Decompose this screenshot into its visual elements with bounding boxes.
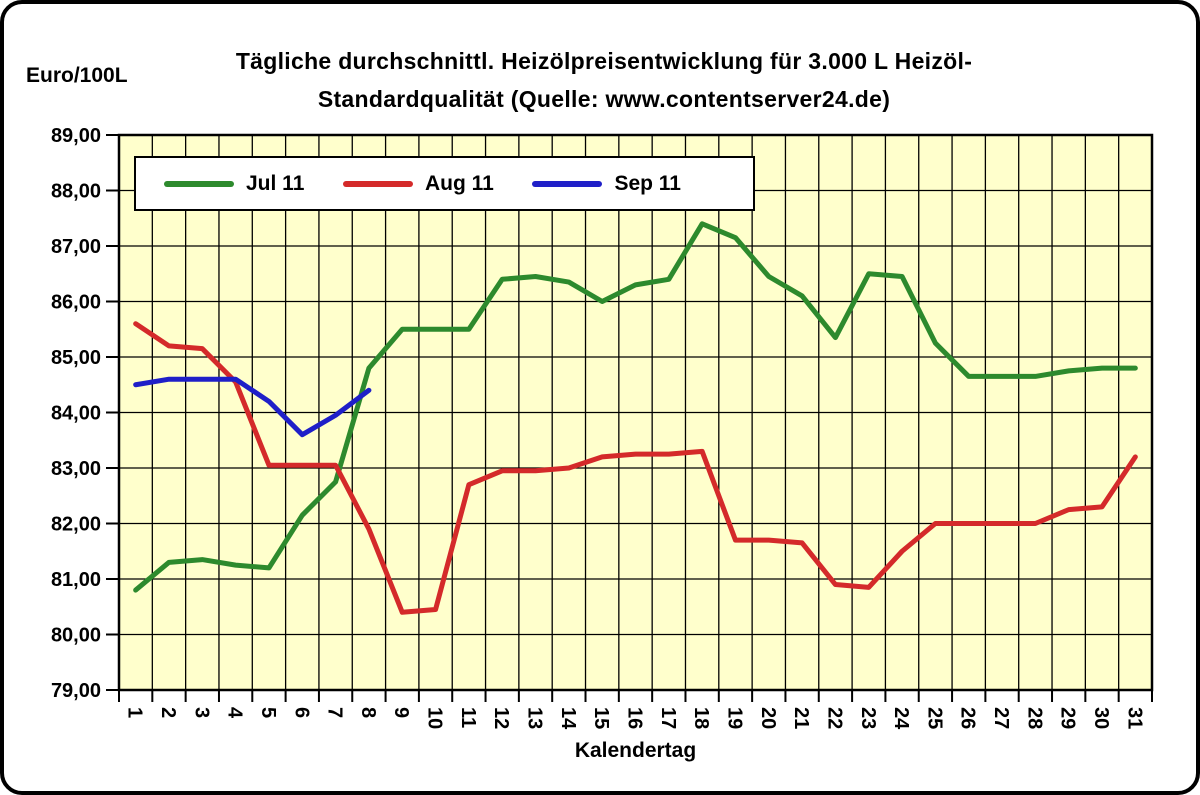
x-tick-label: 7: [324, 707, 346, 718]
legend-label-sep: Sep 11: [614, 171, 681, 195]
chart-title-line2: Standardqualität (Quelle: www.contentser…: [317, 86, 891, 112]
x-tick-label: 26: [957, 707, 979, 729]
aug-line-swatch-icon: [342, 180, 413, 187]
x-tick-label: 25: [923, 707, 945, 729]
x-tick-label: 14: [557, 707, 579, 730]
x-tick-label: 10: [424, 707, 446, 729]
x-tick-label: 5: [257, 707, 279, 718]
x-tick-label: 13: [524, 707, 546, 729]
y-tick-label: 87,00: [51, 236, 101, 258]
legend-item-jul: Jul 11: [164, 172, 304, 196]
x-tick-label: 15: [590, 707, 612, 729]
y-tick-label: 81,00: [51, 569, 101, 591]
x-tick-label: 28: [1023, 707, 1045, 729]
legend-box: Jul 11 Aug 11 Sep 11: [134, 156, 755, 211]
legend-label-jul: Jul 11: [246, 171, 305, 195]
series-line-sep-11: [133, 376, 372, 438]
x-tick-label: 4: [224, 707, 246, 719]
y-tick-label: 85,00: [51, 347, 101, 369]
x-tick-label: 1: [124, 707, 146, 718]
x-tick-label: 16: [624, 707, 646, 729]
x-tick-label: 12: [490, 707, 512, 729]
x-tick-label: 31: [1123, 707, 1145, 729]
y-tick-label: 82,00: [51, 514, 101, 536]
x-tick-label: 2: [157, 707, 179, 718]
y-tick-label: 83,00: [51, 458, 101, 480]
legend-item-sep: Sep 11: [532, 172, 681, 196]
y-tick-label: 89,00: [51, 125, 101, 147]
x-tick-label: 11: [457, 707, 479, 728]
y-axis-unit-label: Euro/100L: [26, 64, 128, 87]
x-tick-label: 29: [1057, 707, 1079, 729]
x-tick-label: 18: [690, 707, 712, 729]
y-tick-label: 86,00: [51, 292, 101, 314]
x-tick-label: 22: [823, 707, 845, 729]
price-chart-plot: 89,00 88,00 87,00 86,00 85,00 84,00 83,00 82,00…: [51, 125, 1154, 730]
chart-title-line1: Tägliche durchschnittl. Heizölpreisentwi…: [235, 48, 973, 74]
jul-line-swatch-icon: [164, 180, 234, 187]
x-tick-label: 8: [357, 707, 379, 718]
x-tick-label: 17: [657, 707, 679, 729]
x-tick-label: 24: [890, 707, 912, 730]
y-tick-label: 84,00: [51, 403, 101, 425]
x-tick-label: 21: [790, 707, 812, 729]
x-tick-label: 9: [390, 707, 412, 718]
sep-line-swatch-icon: [532, 180, 603, 187]
x-tick-label: 27: [990, 707, 1012, 729]
x-tick-label: 30: [1090, 707, 1112, 729]
y-tick-label: 79,00: [51, 680, 101, 702]
series-line-aug-11: [133, 321, 1138, 615]
legend-item-aug: Aug 11: [342, 171, 494, 196]
y-tick-label: 88,00: [51, 181, 101, 203]
x-tick-label: 20: [757, 707, 779, 729]
x-axis-title: Kalendertag: [574, 739, 697, 762]
x-tick-label: 3: [190, 707, 212, 718]
legend-label-aug: Aug 11: [424, 171, 494, 195]
series-line-jul-11: [133, 221, 1138, 593]
y-tick-label: 80,00: [51, 625, 101, 647]
x-tick-label: 19: [723, 707, 745, 729]
x-tick-label: 6: [290, 707, 312, 718]
x-tick-label: 23: [857, 707, 879, 729]
